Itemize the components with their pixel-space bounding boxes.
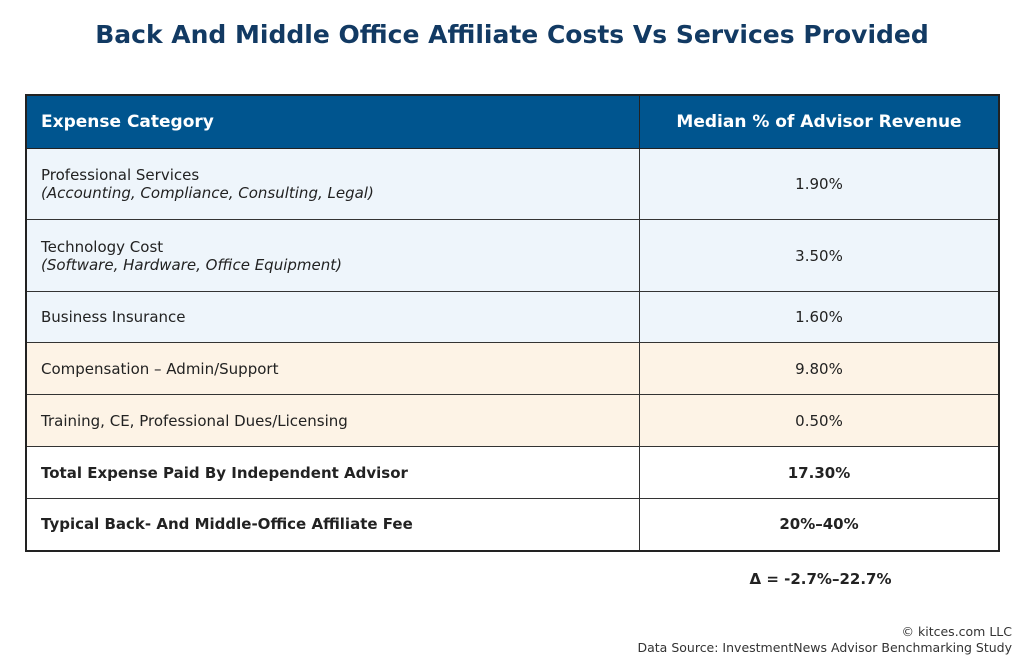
expense-table: Expense Category Median % of Advisor Rev… [25,94,1000,552]
footer: © kitces.com LLC Data Source: Investment… [638,624,1013,656]
table-row: Typical Back- And Middle-Office Affiliat… [25,498,1000,551]
copyright: © kitces.com LLC [901,624,1012,639]
category-cell: Training, CE, Professional Dues/Licensin… [25,394,640,447]
column-header-category: Expense Category [25,94,640,149]
table-row: Compensation – Admin/Support 9.80% [25,342,1000,395]
value-cell: 17.30% [639,446,1000,499]
category-label: Professional Services [41,166,200,184]
category-detail: (Software, Hardware, Office Equipment) [41,255,342,274]
category-cell: Technology Cost (Software, Hardware, Offi… [25,219,640,292]
page-title: Back And Middle Office Affiliate Costs V… [95,20,929,49]
category-label: Business Insurance [41,308,186,326]
table-row: Total Expense Paid By Independent Adviso… [25,446,1000,499]
category-cell: Typical Back- And Middle-Office Affiliat… [25,498,640,551]
value-cell: 0.50% [639,394,1000,447]
column-header-median: Median % of Advisor Revenue [639,94,1000,149]
value-cell: 9.80% [639,342,1000,395]
value-cell: 1.90% [639,148,1000,220]
category-label: Technology Cost [41,237,164,256]
category-label: Training, CE, Professional Dues/Licensin… [41,411,348,430]
table-row: Professional Services (Accounting, Compli… [25,148,1000,220]
table-header: Expense Category Median % of Advisor Rev… [25,94,1000,149]
table-row: Technology Cost (Software, Hardware, Offi… [25,219,1000,292]
category-cell: Compensation – Admin/Support [25,342,640,395]
value-cell: 3.50% [639,219,1000,292]
value-cell: 1.60% [639,291,1000,343]
category-cell: Business Insurance [25,291,640,343]
value-cell: 20%–40% [639,498,1000,551]
category-cell: Total Expense Paid By Independent Adviso… [25,446,640,499]
category-cell: Professional Services (Accounting, Compli… [25,148,640,220]
category-label: Compensation – Admin/Support [41,359,279,378]
table-row: Training, CE, Professional Dues/Licensin… [25,394,1000,447]
delta-note: Δ = -2.7%–22.7% [749,570,892,588]
table-row: Business Insurance 1.60% [25,291,1000,343]
category-label: Total Expense Paid By Independent Adviso… [41,463,408,482]
category-label: Typical Back- And Middle-Office Affiliat… [41,515,413,534]
data-source: Data Source: InvestmentNews Advisor Benc… [637,640,1013,655]
category-detail: (Accounting, Compliance, Consulting, Leg… [41,184,374,202]
